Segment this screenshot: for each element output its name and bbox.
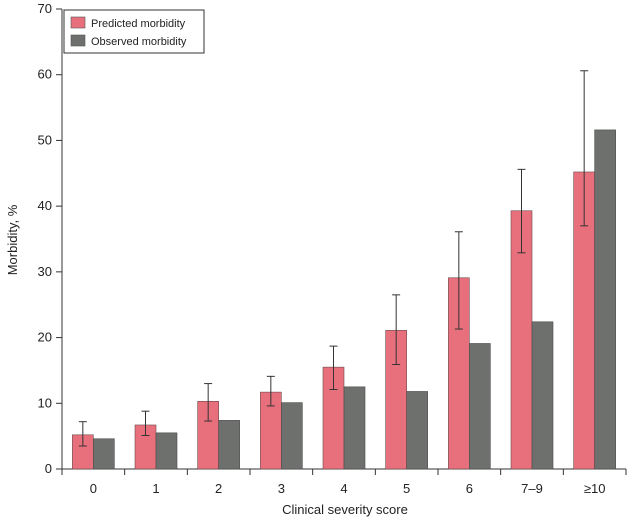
bar-observed <box>469 343 491 470</box>
plot-area: 0 10 20 30 40 50 60 70 0 1 2 3 4 5 6 7–9 ≥10 <box>38 1 627 496</box>
bar-observed <box>594 129 616 470</box>
y-tick-label: 0 <box>45 461 52 476</box>
x-tick-label: 5 <box>403 481 410 496</box>
x-tick-label: 7–9 <box>521 481 543 496</box>
y-tick-label: 60 <box>38 67 52 82</box>
x-tick-label: 6 <box>466 481 473 496</box>
legend-label-predicted: Predicted morbidity <box>91 18 186 30</box>
x-tick-label: 0 <box>90 481 97 496</box>
x-tick-label: 3 <box>278 481 285 496</box>
legend: Predicted morbidity Observed morbidity <box>63 9 205 54</box>
bar-observed <box>343 386 366 470</box>
bar-observed <box>281 402 303 470</box>
x-tick-label: 1 <box>152 481 159 496</box>
y-tick-label: 40 <box>38 198 52 213</box>
x-tick-label: ≥10 <box>584 481 606 496</box>
y-tick-label: 20 <box>38 330 52 345</box>
y-tick-label: 10 <box>38 395 52 410</box>
x-tick-label: 2 <box>215 481 222 496</box>
legend-swatch-predicted <box>70 16 86 29</box>
y-tick-label: 70 <box>38 1 52 16</box>
x-tick-label: 4 <box>340 481 347 496</box>
bar-observed <box>155 432 178 470</box>
bar-observed <box>531 321 554 470</box>
y-axis-title: Morbidity, % <box>5 204 20 275</box>
y-tick-label: 30 <box>38 264 52 279</box>
legend-swatch-observed <box>70 34 86 47</box>
bar-observed <box>406 391 428 470</box>
bar-observed <box>93 438 115 470</box>
legend-box <box>63 9 205 54</box>
bar-observed <box>218 420 240 470</box>
x-axis-title: Clinical severity score <box>282 502 408 517</box>
legend-label-observed: Observed morbidity <box>91 36 187 48</box>
y-tick-label: 50 <box>38 132 52 147</box>
